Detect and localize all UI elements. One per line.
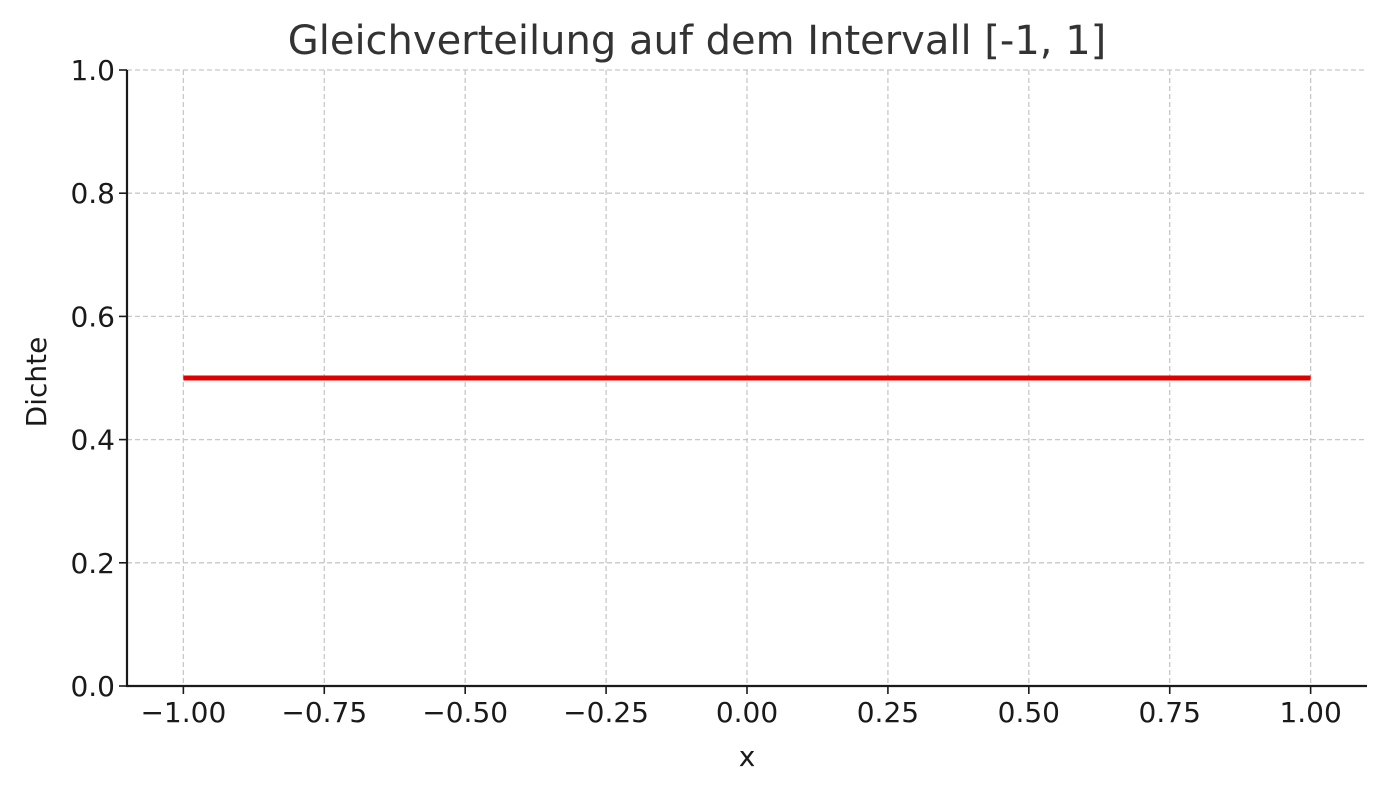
x-tick-label: 0.00: [716, 696, 778, 729]
chart-title: Gleichverteilung auf dem Intervall [-1, …: [288, 18, 1107, 64]
y-tick-label: 0.4: [70, 424, 115, 457]
y-tick-label: 0.0: [70, 670, 115, 703]
x-tick-label: 0.50: [998, 696, 1060, 729]
x-tick-label: −0.50: [422, 696, 508, 729]
y-axis-label: Dichte: [20, 337, 53, 428]
x-tick-label: 0.25: [857, 696, 919, 729]
y-tick-label: 1.0: [70, 54, 115, 87]
x-axis-ticks: −1.00 −0.75 −0.50 −0.25 0.00 0.25 0.50 0.75 1.00: [140, 686, 1342, 729]
x-tick-label: 1.00: [1279, 696, 1341, 729]
x-tick-label: −0.25: [563, 696, 649, 729]
x-tick-label: −0.75: [281, 696, 367, 729]
y-axis-ticks: 0.0 0.2 0.4 0.6 0.8 1.0: [70, 54, 127, 703]
y-tick-label: 0.8: [70, 177, 115, 210]
y-tick-label: 0.6: [70, 300, 115, 333]
y-tick-label: 0.2: [70, 547, 115, 580]
x-axis-label: x: [739, 740, 756, 773]
x-tick-label: 0.75: [1139, 696, 1201, 729]
x-tick-label: −1.00: [140, 696, 226, 729]
